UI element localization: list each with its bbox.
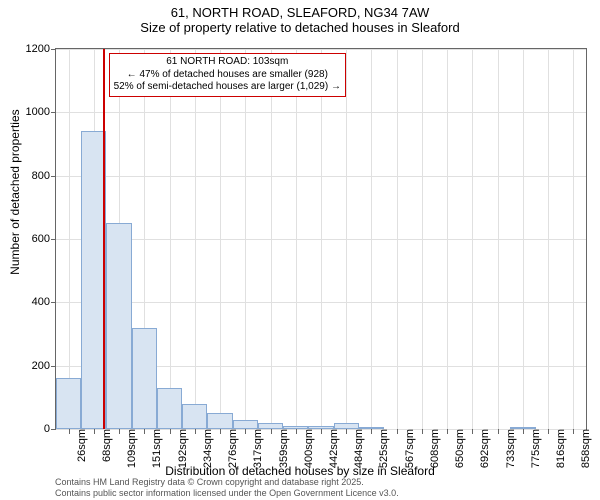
histogram-bar — [106, 223, 131, 429]
x-tick-label: 567sqm — [398, 429, 416, 468]
x-tick — [321, 429, 322, 434]
x-tick-label: 317sqm — [246, 429, 264, 468]
x-tick — [422, 429, 423, 434]
y-tick — [51, 49, 56, 50]
grid-line-v — [523, 49, 524, 429]
grid-line-v — [195, 49, 196, 429]
x-tick — [245, 429, 246, 434]
grid-line-v — [548, 49, 549, 429]
x-tick-label: 858sqm — [574, 429, 592, 468]
x-tick-label: 525sqm — [372, 429, 390, 468]
grid-line-v — [220, 49, 221, 429]
y-tick — [51, 176, 56, 177]
grid-line-v — [271, 49, 272, 429]
y-axis-title: Number of detached properties — [8, 109, 22, 274]
chart-title: 61, NORTH ROAD, SLEAFORD, NG34 7AW — [0, 0, 600, 20]
x-tick — [94, 429, 95, 434]
grid-line-v — [498, 49, 499, 429]
y-tick — [51, 429, 56, 430]
x-tick-label: 234sqm — [196, 429, 214, 468]
x-tick-label: 276sqm — [221, 429, 239, 468]
x-tick-label: 650sqm — [448, 429, 466, 468]
grid-line-v — [321, 49, 322, 429]
x-tick-label: 733sqm — [499, 429, 517, 468]
x-tick-label: 192sqm — [171, 429, 189, 468]
chart-subtitle: Size of property relative to detached ho… — [0, 20, 600, 35]
attribution-line1: Contains HM Land Registry data © Crown c… — [55, 477, 399, 487]
grid-line-v — [69, 49, 70, 429]
x-tick-label: 608sqm — [423, 429, 441, 468]
x-tick — [371, 429, 372, 434]
x-tick — [498, 429, 499, 434]
annotation-line3: 52% of semi-detached houses are larger (… — [114, 81, 341, 94]
y-tick — [51, 366, 56, 367]
x-tick — [195, 429, 196, 434]
x-tick — [119, 429, 120, 434]
x-tick — [220, 429, 221, 434]
grid-line-v — [170, 49, 171, 429]
property-marker-line — [103, 49, 105, 429]
histogram-bar — [157, 388, 182, 429]
histogram-bar — [207, 413, 232, 429]
x-tick-label: 109sqm — [120, 429, 138, 468]
x-tick-label: 484sqm — [347, 429, 365, 468]
annotation-line2: ← 47% of detached houses are smaller (92… — [114, 69, 341, 82]
x-tick — [170, 429, 171, 434]
y-tick — [51, 239, 56, 240]
grid-line-v — [573, 49, 574, 429]
x-tick-label: 359sqm — [272, 429, 290, 468]
x-tick-label: 775sqm — [524, 429, 542, 468]
chart-container: 61, NORTH ROAD, SLEAFORD, NG34 7AW Size … — [0, 0, 600, 500]
x-tick-label: 400sqm — [297, 429, 315, 468]
attribution-line2: Contains public sector information licen… — [55, 488, 399, 498]
x-tick — [271, 429, 272, 434]
y-tick — [51, 302, 56, 303]
grid-line-v — [447, 49, 448, 429]
y-tick — [51, 112, 56, 113]
x-tick — [346, 429, 347, 434]
x-tick-label: 151sqm — [145, 429, 163, 468]
x-axis-title: Distribution of detached houses by size … — [0, 464, 600, 478]
attribution: Contains HM Land Registry data © Crown c… — [55, 477, 399, 498]
x-tick — [144, 429, 145, 434]
x-tick — [472, 429, 473, 434]
grid-line-v — [422, 49, 423, 429]
grid-line-v — [245, 49, 246, 429]
histogram-bar — [56, 378, 81, 429]
x-tick — [447, 429, 448, 434]
histogram-bar — [132, 328, 157, 429]
histogram-bar — [182, 404, 207, 429]
grid-line-v — [346, 49, 347, 429]
x-tick-label: 26sqm — [70, 429, 88, 462]
annotation-box: 61 NORTH ROAD: 103sqm← 47% of detached h… — [109, 53, 346, 97]
x-tick — [548, 429, 549, 434]
x-tick — [69, 429, 70, 434]
annotation-line1: 61 NORTH ROAD: 103sqm — [114, 56, 341, 69]
x-tick — [296, 429, 297, 434]
x-tick — [397, 429, 398, 434]
x-tick — [523, 429, 524, 434]
x-tick-label: 68sqm — [95, 429, 113, 462]
histogram-bar — [233, 420, 258, 430]
grid-line-v — [472, 49, 473, 429]
x-tick-label: 442sqm — [322, 429, 340, 468]
grid-line-v — [397, 49, 398, 429]
x-tick-label: 692sqm — [473, 429, 491, 468]
x-tick-label: 816sqm — [549, 429, 567, 468]
plot-area: 02004006008001000120026sqm68sqm109sqm151… — [55, 48, 587, 430]
x-tick — [573, 429, 574, 434]
grid-line-v — [371, 49, 372, 429]
grid-line-v — [296, 49, 297, 429]
